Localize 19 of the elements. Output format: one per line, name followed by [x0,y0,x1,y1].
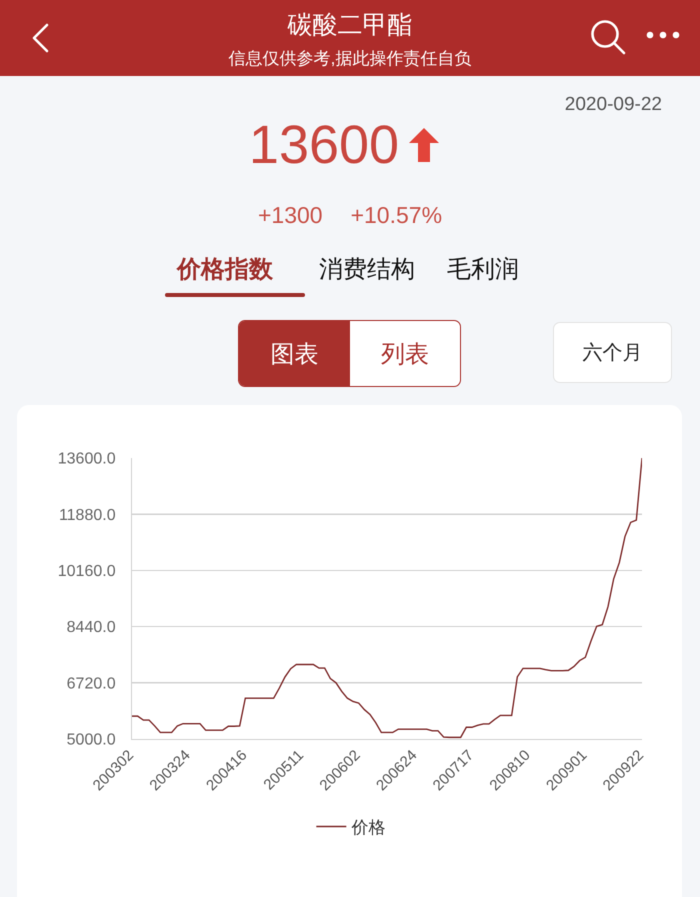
text: 价格指数 [177,255,273,285]
text: +1300 [258,201,323,230]
line-series [132,458,642,738]
text: 2020-09-22 [564,93,662,117]
period-button: 六个月 [553,322,672,383]
view-toggle: 图表 列表 [238,320,461,387]
y-tick-label: 6720.0 [66,675,116,692]
text: 13600 [248,114,400,177]
chart-subtitle: 信息仅供参考,据此操作责任自负 [228,48,472,70]
text: 消费结构 [319,255,415,285]
y-tick-label: 8440.0 [66,619,116,636]
y-tick-label: 10160.0 [58,563,116,580]
text: +10.57% [350,201,442,230]
y-tick-label: 13600.0 [58,450,116,468]
y-tick-label: 11880.0 [58,506,116,524]
legend-label: 价格 [350,818,386,838]
y-tick-label: 5000.0 [66,732,116,749]
chart-title: 碳酸二甲酯 [286,10,414,41]
text: 毛利润 [447,255,519,285]
